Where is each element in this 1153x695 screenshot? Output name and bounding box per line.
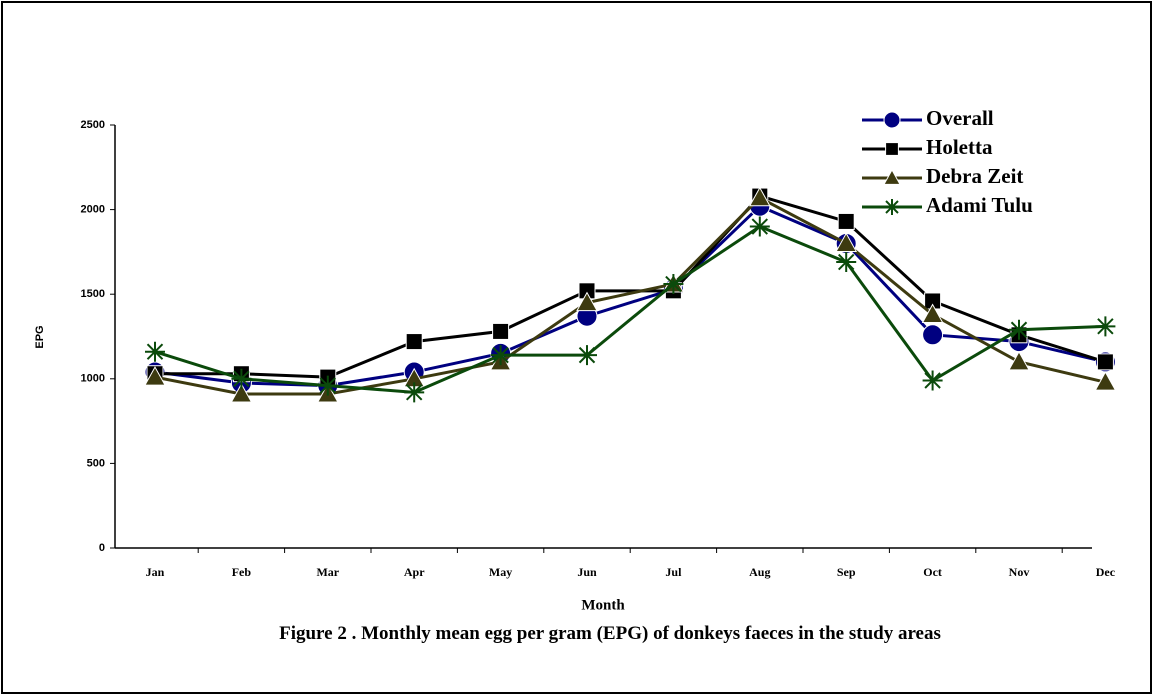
- marker: [144, 366, 166, 386]
- legend-label: Overall: [926, 106, 994, 130]
- marker: [145, 341, 165, 362]
- series-line: [154, 204, 1106, 388]
- marker: [885, 142, 899, 156]
- x-tick-label: Jun: [577, 565, 597, 579]
- marker: [404, 382, 425, 403]
- series-line: [154, 195, 1106, 396]
- marker: [837, 212, 855, 230]
- marker: [883, 168, 901, 185]
- x-tick-label: Feb: [232, 565, 252, 579]
- marker: [749, 216, 770, 237]
- x-axis-title: Month: [581, 597, 625, 613]
- series-line: [155, 194, 1106, 379]
- y-axis-title: EPG: [34, 325, 46, 348]
- marker: [405, 333, 423, 351]
- legend-label: Debra Zeit: [926, 164, 1023, 188]
- marker: [1095, 316, 1116, 337]
- x-tick-label: Oct: [923, 565, 942, 579]
- x-tick-label: Jul: [665, 565, 682, 579]
- y-tick-label: 2500: [81, 119, 105, 131]
- caption: Figure 2 . Monthly mean egg per gram (EP…: [279, 623, 941, 644]
- x-tick-label: Apr: [404, 565, 425, 579]
- marker: [490, 345, 511, 366]
- series-line: [154, 224, 1106, 394]
- x-tick-label: Sep: [837, 565, 856, 579]
- marker: [835, 232, 858, 252]
- marker: [317, 375, 338, 396]
- y-tick-label: 500: [87, 457, 105, 469]
- marker: [922, 324, 944, 346]
- x-tick-label: May: [489, 565, 512, 579]
- x-tick-label: Nov: [1009, 565, 1030, 579]
- marker: [1009, 319, 1029, 340]
- marker: [1096, 353, 1114, 371]
- marker: [663, 274, 684, 295]
- y-tick-label: 2000: [81, 204, 105, 216]
- marker: [576, 291, 598, 312]
- marker: [492, 322, 510, 340]
- legend-label: Holetta: [926, 135, 993, 159]
- y-tick-label: 1500: [81, 288, 105, 300]
- legend-label: Adami Tulu: [926, 193, 1033, 217]
- marker: [921, 303, 944, 324]
- marker: [1094, 371, 1117, 391]
- marker: [922, 370, 943, 391]
- marker: [577, 345, 597, 366]
- x-tick-label: Aug: [749, 565, 770, 579]
- marker: [748, 186, 771, 207]
- y-tick-label: 1000: [81, 373, 105, 385]
- x-tick-label: Mar: [316, 565, 339, 579]
- x-tick-label: Jan: [146, 565, 165, 579]
- marker: [836, 252, 857, 273]
- x-tick-label: Dec: [1096, 565, 1116, 579]
- marker: [883, 111, 901, 129]
- y-tick-label: 0: [99, 542, 105, 554]
- marker: [230, 382, 253, 403]
- marker: [884, 199, 900, 215]
- marker: [1008, 350, 1030, 371]
- marker: [231, 368, 252, 389]
